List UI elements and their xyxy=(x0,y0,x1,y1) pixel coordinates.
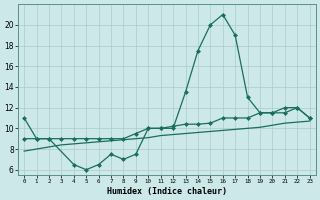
X-axis label: Humidex (Indice chaleur): Humidex (Indice chaleur) xyxy=(107,187,227,196)
